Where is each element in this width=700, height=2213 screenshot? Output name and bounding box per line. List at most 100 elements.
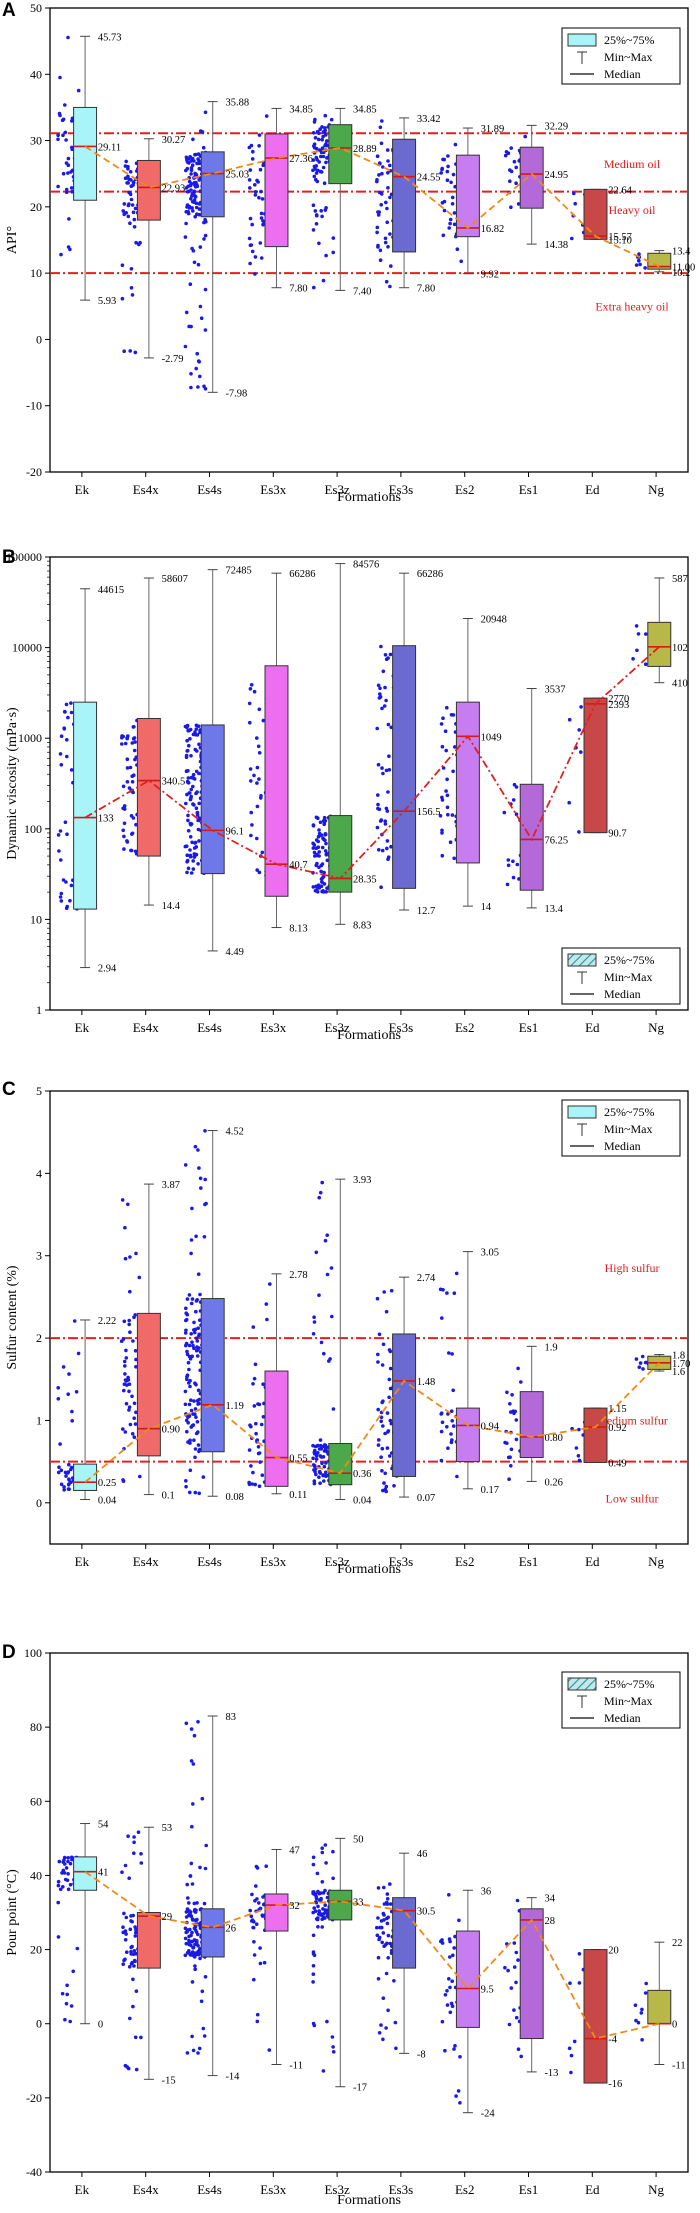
value-label: 0.25 (98, 1478, 116, 1489)
data-point (376, 1352, 380, 1357)
data-point (322, 1916, 327, 1920)
data-point (190, 163, 195, 167)
x-tick-label: Es2 (455, 2182, 475, 2197)
data-point (320, 1880, 325, 1884)
data-point (130, 832, 134, 836)
data-point (191, 1946, 195, 1950)
data-point (69, 883, 74, 888)
data-point (63, 1862, 67, 1866)
data-point (139, 1861, 144, 1865)
data-point (439, 1429, 444, 1434)
data-point (383, 240, 388, 245)
value-label: 0.90 (162, 1425, 180, 1436)
data-point (68, 2019, 72, 2024)
data-point (312, 1479, 317, 1483)
data-point (58, 1442, 62, 1446)
data-point (506, 1968, 510, 1973)
value-label: 33.42 (417, 114, 441, 125)
plot-frame (49, 556, 689, 1011)
box-iqr (519, 1391, 544, 1459)
data-point (64, 2001, 69, 2006)
data-point (66, 245, 71, 249)
value-label: 96.1 (225, 826, 243, 837)
data-point (131, 183, 135, 187)
data-point (56, 137, 60, 142)
data-point (376, 1886, 381, 1890)
data-point (440, 2019, 445, 2024)
value-label: 26 (225, 1923, 236, 1934)
data-point (321, 278, 326, 283)
value-label: 8.13 (289, 924, 307, 935)
data-point (188, 737, 192, 741)
data-point (133, 757, 137, 762)
value-label: -4 (608, 2035, 617, 2046)
data-point (184, 1915, 189, 1919)
data-point (569, 2070, 573, 2075)
data-point (450, 813, 455, 817)
value-label: 2.74 (417, 1273, 436, 1284)
data-point (127, 1965, 132, 1969)
data-point (313, 1444, 318, 1449)
legend-swatch-box (567, 33, 597, 47)
data-point (312, 120, 317, 124)
data-point (375, 1925, 379, 1930)
data-point (66, 1392, 70, 1396)
data-point (256, 1451, 261, 1456)
value-label: 29.11 (98, 142, 121, 153)
data-point (183, 235, 188, 239)
data-point (382, 1481, 386, 1485)
data-point (183, 844, 188, 849)
data-point (131, 816, 136, 820)
value-label: 53 (162, 1823, 173, 1834)
data-point (197, 801, 201, 806)
data-point (188, 854, 193, 858)
data-point (127, 1405, 132, 1409)
data-point (440, 831, 444, 835)
data-point (577, 1981, 582, 1985)
value-label: 587 (672, 574, 688, 585)
data-point (61, 1365, 66, 1369)
data-point (512, 1965, 517, 1969)
x-tick-label: Ed (585, 482, 600, 497)
value-label: 0.17 (481, 1485, 499, 1496)
data-point (183, 1936, 188, 1941)
x-tick-label: Es2 (455, 482, 475, 497)
data-point (379, 203, 384, 207)
data-point (377, 696, 382, 700)
data-point (320, 137, 325, 142)
data-point (313, 889, 318, 893)
data-point (195, 1339, 200, 1343)
data-point (378, 125, 383, 130)
box-iqr (328, 1889, 353, 1921)
data-point (203, 217, 207, 222)
data-point (66, 1872, 70, 1876)
data-point (123, 1225, 127, 1230)
data-point (193, 1964, 197, 1968)
value-label: 156.5 (417, 807, 441, 818)
data-point (454, 1271, 459, 1276)
data-point (133, 740, 137, 744)
data-point (451, 713, 456, 717)
value-label: 15.10 (608, 235, 632, 246)
data-point (577, 1427, 581, 1432)
data-point (126, 1834, 130, 1838)
data-point (510, 1393, 514, 1397)
value-label: 0.49 (608, 1458, 626, 1469)
data-point (452, 211, 457, 215)
value-label: 22.64 (608, 185, 632, 196)
data-point (189, 871, 194, 875)
data-point (387, 754, 391, 758)
data-point (381, 1424, 385, 1428)
data-point (438, 1287, 443, 1292)
y-tick-label: 20 (30, 1943, 42, 1957)
data-point (312, 285, 316, 290)
data-point (377, 1438, 381, 1442)
data-point (198, 245, 203, 249)
box-iqr (583, 697, 608, 834)
data-point (188, 1384, 192, 1389)
data-point (124, 159, 128, 164)
data-point (133, 350, 138, 355)
data-point (322, 837, 326, 842)
data-point (448, 1985, 452, 1990)
x-axis-label: Formations (337, 1028, 401, 1043)
